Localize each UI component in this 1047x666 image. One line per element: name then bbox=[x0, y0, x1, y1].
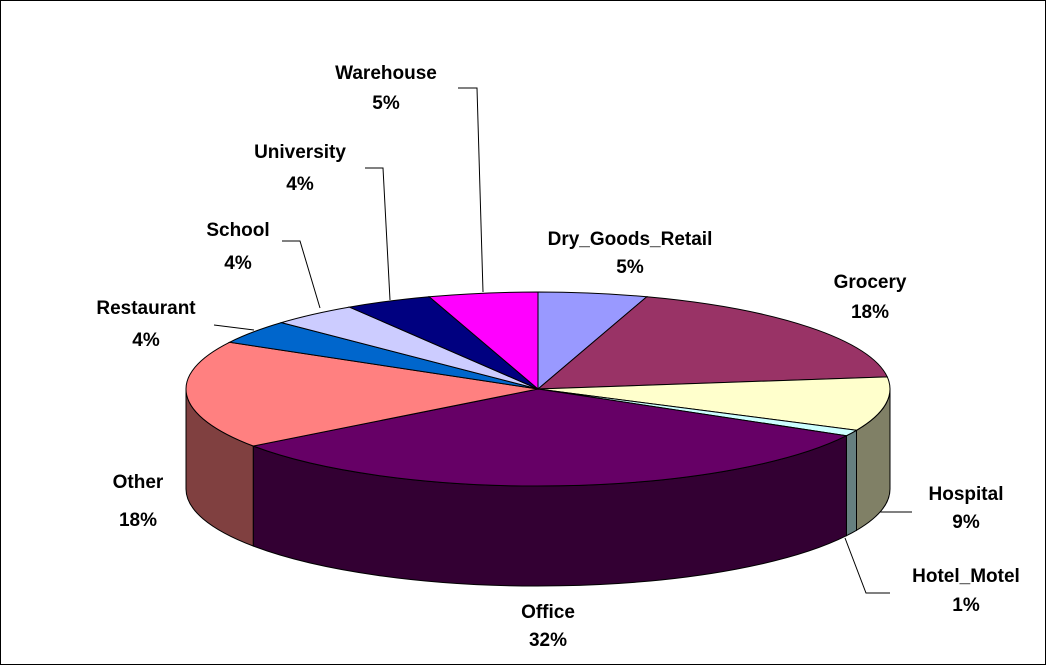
category-label: Dry_Goods_Retail bbox=[548, 229, 713, 250]
slice bbox=[536, 296, 888, 390]
slice-side bbox=[845, 429, 857, 537]
value-label: 1% bbox=[952, 595, 980, 616]
category-label: Hotel_Motel bbox=[912, 566, 1020, 587]
leader-line bbox=[458, 87, 484, 293]
value-label: 9% bbox=[952, 512, 980, 533]
leader-line bbox=[282, 240, 321, 309]
value-label: 4% bbox=[132, 330, 160, 351]
category-label: Office bbox=[521, 602, 575, 623]
category-label: Restaurant bbox=[96, 298, 196, 319]
value-label: 5% bbox=[372, 93, 400, 114]
leader-line bbox=[213, 324, 255, 331]
category-label: University bbox=[254, 142, 346, 163]
value-label: 4% bbox=[286, 174, 314, 195]
value-label: 4% bbox=[224, 253, 252, 274]
category-label: Warehouse bbox=[335, 63, 437, 84]
category-label: Hospital bbox=[929, 484, 1004, 505]
leader-line bbox=[844, 537, 890, 594]
value-label: 32% bbox=[529, 630, 567, 651]
slice bbox=[537, 376, 891, 431]
category-label: Other bbox=[113, 472, 164, 493]
labels: Dry_Goods_Retail 5% Grocery 18% Hospital 9% Ho… bbox=[96, 63, 1019, 651]
category-label: School bbox=[206, 220, 269, 241]
pie bbox=[185, 291, 891, 587]
slice bbox=[251, 388, 849, 487]
category-label: Grocery bbox=[834, 272, 907, 293]
leader-line bbox=[365, 167, 391, 301]
value-label: 18% bbox=[851, 302, 889, 323]
value-label: 18% bbox=[119, 510, 157, 531]
slice bbox=[185, 341, 539, 447]
value-label: 5% bbox=[616, 257, 644, 278]
leader-lines bbox=[213, 87, 912, 594]
slice bbox=[427, 291, 539, 391]
